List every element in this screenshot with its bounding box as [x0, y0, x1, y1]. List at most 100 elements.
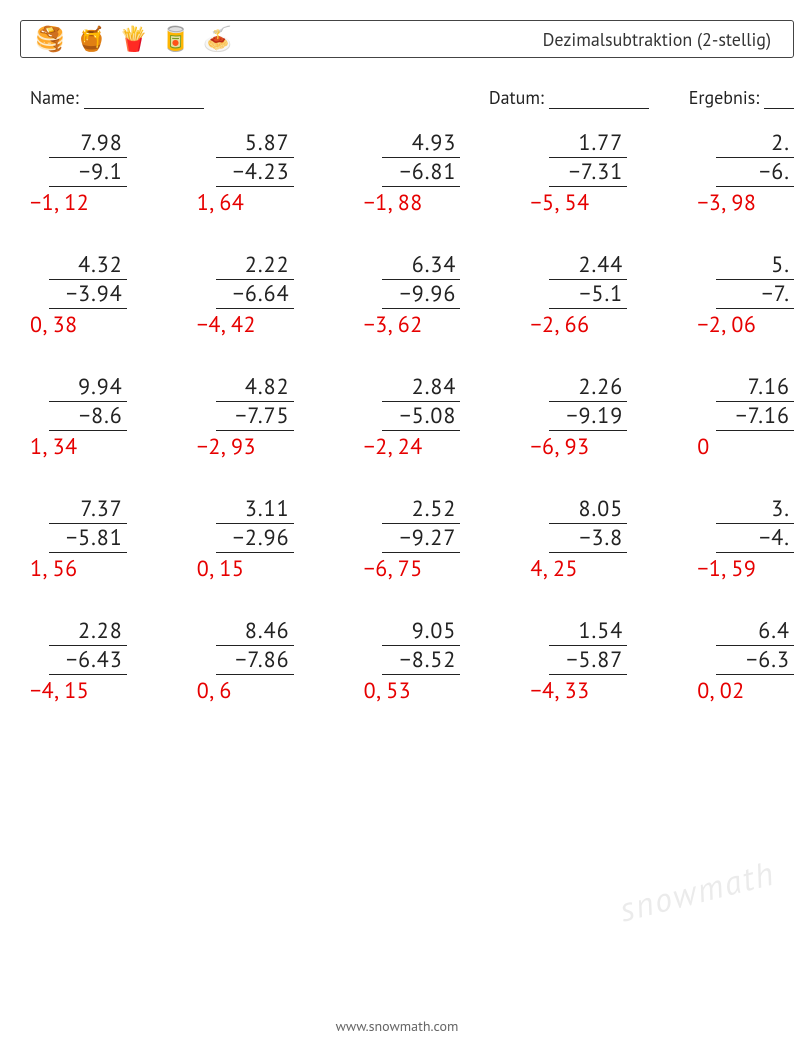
minuend: 2.22: [245, 251, 294, 279]
problem: 2.84−5.08−2, 24: [364, 373, 461, 461]
result-field: Ergebnis:: [689, 86, 794, 109]
food-icon: 🥫: [161, 27, 191, 51]
problem: 3.−4.−1, 59: [697, 495, 794, 583]
worksheet-page: 🥞 🍯 🍟 🥫 🍝 Dezimalsubtraktion (2-stellig)…: [0, 0, 794, 1053]
minuend: 5.: [771, 251, 794, 279]
page-title: Dezimalsubtraktion (2-stellig): [543, 28, 771, 51]
answer: −4, 15: [30, 677, 89, 705]
minuend: 5.87: [245, 129, 294, 157]
problem-numbers: 7.37−5.81: [30, 495, 127, 553]
subtrahend: −7.75: [216, 401, 294, 431]
problem-numbers: 2.44−5.1: [530, 251, 627, 309]
minuend: 7.98: [81, 129, 127, 157]
problem-numbers: 8.05−3.8: [530, 495, 627, 553]
answer: −3, 62: [364, 311, 423, 339]
problem-numbers: 1.54−5.87: [530, 617, 627, 675]
problem-numbers: 7.98−9.1: [30, 129, 127, 187]
subtrahend: −8.52: [382, 645, 460, 675]
date-blank[interactable]: [549, 90, 649, 109]
problem-row: 9.94−8.61, 34 4.82−7.75−2, 93 2.84−5.08−2,…: [30, 373, 794, 461]
answer: −1, 59: [697, 555, 756, 583]
minuend: 8.05: [579, 495, 628, 523]
name-field: Name:: [30, 86, 204, 109]
subtrahend: −6.43: [49, 645, 127, 675]
problem-row: 7.37−5.811, 563.11−2.960, 152.52−9.27−6,…: [30, 495, 794, 583]
problem-numbers: 1.77−7.31: [530, 129, 627, 187]
problem-numbers: 5.87−4.23: [197, 129, 294, 187]
subtrahend: −7.: [716, 279, 794, 309]
subtrahend: −9.19: [549, 401, 627, 431]
subtrahend: −6.64: [216, 279, 294, 309]
problem-numbers: 6.4−6.3: [697, 617, 794, 675]
answer: 0, 02: [697, 677, 745, 705]
minuend: 4.82: [245, 373, 294, 401]
answer: −2, 24: [364, 433, 423, 461]
subtrahend: −6.81: [382, 157, 460, 187]
minuend: 1.77: [579, 129, 628, 157]
answer: −2, 66: [530, 311, 589, 339]
answer: 1, 64: [197, 189, 245, 217]
problem-numbers: 8.46−7.86: [197, 617, 294, 675]
problem: 2.52−9.27−6, 75: [364, 495, 461, 583]
subtrahend: −7.16: [716, 401, 794, 431]
answer: 0, 6: [197, 677, 232, 705]
answer: 0, 38: [30, 311, 78, 339]
minuend: 4.93: [412, 129, 461, 157]
meta-row: Name: Datum: Ergebnis:: [30, 86, 794, 109]
problem: 2.26−9.19−6, 93: [530, 373, 627, 461]
answer: 0, 53: [364, 677, 412, 705]
answer: 4, 25: [530, 555, 578, 583]
problem: 8.05−3.84, 25: [530, 495, 627, 583]
subtrahend: −6.3: [716, 645, 794, 675]
result-blank[interactable]: [764, 90, 794, 109]
problem: 5.−7.−2, 06: [697, 251, 794, 339]
answer: −4, 42: [197, 311, 256, 339]
answer: −2, 06: [697, 311, 756, 339]
answer: 0: [697, 433, 710, 461]
answer: 1, 34: [30, 433, 78, 461]
problem: 8.46−7.860, 6: [197, 617, 294, 705]
minuend: 3.: [771, 495, 794, 523]
date-label: Datum:: [489, 86, 544, 109]
header-icons: 🥞 🍯 🍟 🥫 🍝: [35, 27, 232, 51]
subtrahend: −9.1: [49, 157, 127, 187]
minuend: 9.05: [412, 617, 461, 645]
name-blank[interactable]: [84, 90, 204, 109]
subtrahend: −7.31: [549, 157, 627, 187]
minuend: 2.84: [412, 373, 461, 401]
problems-grid: 7.98−9.1−1, 125.87−4.231, 644.93−6.81−1,…: [30, 129, 794, 705]
problem-numbers: 9.94−8.6: [30, 373, 127, 431]
food-icon: 🍝: [203, 27, 233, 51]
answer: −6, 93: [530, 433, 589, 461]
subtrahend: −8.6: [49, 401, 127, 431]
problem-numbers: 9.05−8.52: [364, 617, 461, 675]
answer: −6, 75: [364, 555, 423, 583]
subtrahend: −5.87: [549, 645, 627, 675]
subtrahend: −9.96: [382, 279, 460, 309]
subtrahend: −5.08: [382, 401, 460, 431]
minuend: 2.28: [78, 617, 127, 645]
problem-numbers: 2.28−6.43: [30, 617, 127, 675]
subtrahend: −7.86: [216, 645, 294, 675]
subtrahend: −3.94: [49, 279, 127, 309]
date-field: Datum:: [489, 86, 649, 109]
problem: 9.94−8.61, 34: [30, 373, 127, 461]
problem: 1.54−5.87−4, 33: [530, 617, 627, 705]
problem: 2.28−6.43−4, 15: [30, 617, 127, 705]
answer: −2, 93: [197, 433, 256, 461]
food-icon: 🍯: [77, 27, 107, 51]
answer: 0, 15: [197, 555, 245, 583]
minuend: 2.: [771, 129, 794, 157]
problem: 4.32−3.940, 38: [30, 251, 127, 339]
answer: −5, 54: [530, 189, 589, 217]
problem: 7.16−7.160: [697, 373, 794, 461]
name-label: Name:: [30, 86, 79, 109]
problem-numbers: 2.26−9.19: [530, 373, 627, 431]
result-label: Ergebnis:: [689, 86, 760, 109]
minuend: 2.44: [579, 251, 628, 279]
minuend: 4.32: [78, 251, 127, 279]
problem: 2.−6.−3, 98: [697, 129, 794, 217]
problem-row: 2.28−6.43−4, 158.46−7.860, 69.05−8.520, …: [30, 617, 794, 705]
problem: 9.05−8.520, 53: [364, 617, 461, 705]
subtrahend: −4.23: [216, 157, 294, 187]
